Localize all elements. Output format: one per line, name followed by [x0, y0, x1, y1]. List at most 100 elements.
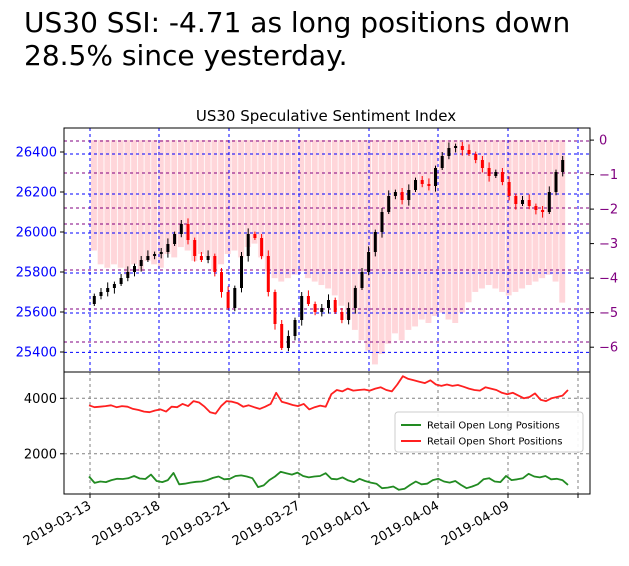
- price-tick-label: 26000: [16, 226, 57, 241]
- ssi-bar: [345, 140, 352, 320]
- ssi-bar: [465, 140, 472, 303]
- ssi-bar: [338, 140, 345, 306]
- candle-body: [119, 278, 123, 284]
- candle-body: [547, 192, 551, 212]
- candle-body: [220, 272, 223, 292]
- candle-body: [146, 256, 150, 260]
- ssi-bar: [378, 140, 385, 355]
- ssi-bar: [525, 140, 532, 286]
- ssi-bar: [398, 140, 405, 341]
- ssi-bar: [452, 140, 459, 323]
- ssi-tick-label: −3: [599, 237, 618, 252]
- candle-body: [500, 172, 504, 182]
- ssi-tick-label: 0: [599, 134, 607, 149]
- ssi-tick-label: −2: [599, 203, 618, 218]
- ssi-bar: [144, 140, 151, 261]
- ssi-bar: [218, 140, 224, 265]
- ssi-bar: [458, 140, 465, 313]
- candle-body: [407, 190, 411, 200]
- long-positions-line: [88, 470, 569, 491]
- candle-body: [440, 156, 444, 168]
- ssi-bar: [325, 140, 332, 289]
- ssi-bar: [298, 140, 305, 272]
- ssi-bar: [492, 140, 499, 289]
- candle-body: [400, 192, 404, 200]
- positions-axis: 2000 4000: [24, 392, 64, 462]
- ssi-bar: [204, 140, 211, 258]
- candle-body: [340, 312, 344, 320]
- candle-body: [173, 234, 177, 244]
- candle-body: [106, 288, 110, 292]
- candle-body: [273, 292, 277, 324]
- ssi-bar: [479, 140, 485, 289]
- candle-body: [112, 284, 116, 288]
- chart-legend: Retail Open Long Positions Retail Open Sh…: [394, 411, 584, 453]
- candle-body: [293, 320, 297, 336]
- candle-body: [206, 256, 210, 260]
- candle-body: [494, 172, 498, 176]
- candle-body: [233, 288, 237, 308]
- candle-body: [280, 324, 284, 348]
- candle-body: [186, 224, 190, 240]
- candle-body: [487, 168, 491, 176]
- ssi-bar: [244, 140, 251, 248]
- ssi-bar: [559, 140, 566, 303]
- ssi-bar: [117, 140, 124, 268]
- candle-body: [460, 146, 464, 150]
- date-tick-label: 2019-03-18: [90, 498, 163, 549]
- legend-label: Retail Open Short Positions: [427, 437, 562, 448]
- candle-body: [333, 300, 337, 312]
- ssi-bar: [291, 140, 298, 275]
- candle-body: [380, 212, 384, 232]
- date-tick-label: 2019-04-01: [300, 498, 373, 549]
- ssi-bar: [224, 140, 231, 254]
- ssi-bar: [91, 140, 97, 251]
- ssi-bar: [358, 140, 365, 341]
- price-axis: 25400 25600 25800 26000 26200 26400: [16, 146, 64, 361]
- candle-body: [313, 304, 317, 312]
- candle-body: [260, 238, 264, 256]
- candle-body: [561, 160, 565, 172]
- candle-body: [534, 206, 538, 210]
- ssi-bar: [285, 140, 291, 279]
- ssi-bar: [157, 140, 164, 268]
- date-tick-label: 2019-04-09: [439, 498, 512, 549]
- ssi-bar: [251, 140, 258, 244]
- ssi-bar: [418, 140, 425, 320]
- candle-body: [360, 272, 364, 288]
- chart-title: US30 Speculative Sentiment Index: [196, 107, 456, 125]
- price-tick-label: 25800: [16, 266, 57, 281]
- ssi-bar: [311, 140, 318, 282]
- candle-body: [199, 256, 203, 260]
- candle-body: [420, 180, 424, 184]
- candle-body: [320, 308, 324, 312]
- candle-body: [414, 180, 417, 190]
- positions-lines: [88, 375, 569, 491]
- candle-body: [373, 232, 377, 252]
- ssi-axis: 0 −1 −2 −3 −4 −5 −6: [590, 134, 618, 356]
- candle-body: [139, 260, 143, 266]
- candle-body: [246, 234, 250, 256]
- positions-frame: [63, 371, 591, 495]
- ssi-bar: [104, 140, 111, 268]
- candle-body: [387, 196, 391, 212]
- ssi-bar: [238, 140, 245, 258]
- ssi-bar: [445, 140, 452, 320]
- ssi-bar: [258, 140, 265, 258]
- ssi-bar: [278, 140, 285, 282]
- candle-body: [166, 244, 170, 252]
- positions-tick-label: 2000: [24, 447, 57, 462]
- ssi-bar: [184, 140, 191, 251]
- candle-body: [541, 210, 545, 212]
- candle-body: [454, 146, 458, 148]
- ssi-bar: [519, 140, 526, 289]
- chart-headline: US30 SSI: -4.71 as long positions down 2…: [24, 6, 571, 72]
- candle-body: [521, 200, 524, 204]
- candle-body: [133, 266, 136, 272]
- ssi-bar: [111, 140, 117, 265]
- ssi-bar: [97, 140, 104, 265]
- ssi-bar: [385, 140, 392, 344]
- candle-body: [300, 296, 304, 320]
- ssi-tick-label: −6: [599, 341, 618, 356]
